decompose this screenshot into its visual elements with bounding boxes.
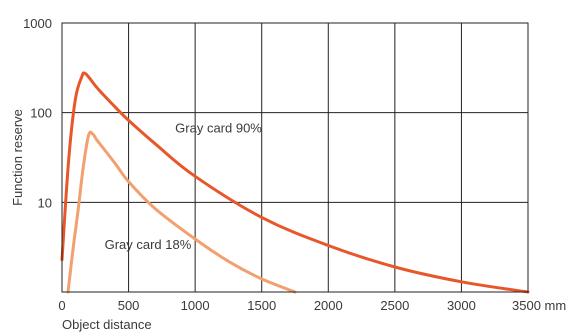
- x-tick-labels: 0 500 1000 1500 2000 2500 3000 3500 mm: [58, 298, 566, 313]
- y-tick-label: 1000: [23, 16, 52, 31]
- series-label-gray-card-90: Gray card 90%: [175, 121, 262, 136]
- series-layer: [60, 71, 530, 294]
- series-line-gray-card-90: [60, 71, 530, 294]
- x-tick-label: 3500 mm: [512, 298, 566, 313]
- y-tick-labels: 10 100 1000: [23, 16, 52, 210]
- series-line-gray-card-18: [66, 130, 297, 294]
- x-tick-label: 3000: [447, 298, 476, 313]
- grid-lines: [62, 23, 528, 292]
- series-labels: Gray card 90% Gray card 18%: [105, 121, 263, 253]
- x-tick-label: 2000: [314, 298, 343, 313]
- x-tick-label: 500: [118, 298, 140, 313]
- y-tick-label: 10: [38, 195, 52, 210]
- y-axis-title: Function reserve: [10, 109, 25, 206]
- x-tick-label: 0: [58, 298, 65, 313]
- series-label-gray-card-18: Gray card 18%: [105, 237, 192, 252]
- x-tick-label: 1000: [181, 298, 210, 313]
- x-axis-title: Object distance: [62, 317, 152, 332]
- x-tick-label: 1500: [247, 298, 276, 313]
- y-tick-label: 100: [30, 106, 52, 121]
- x-tick-label: 2500: [380, 298, 409, 313]
- plot-frame: [61, 22, 529, 293]
